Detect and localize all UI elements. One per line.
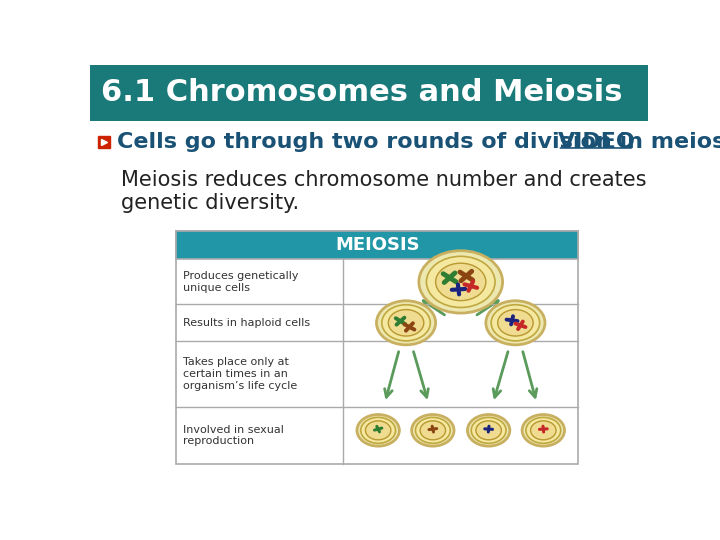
FancyBboxPatch shape (176, 231, 578, 259)
Circle shape (382, 305, 431, 341)
Text: 6.1 Chromosomes and Meiosis: 6.1 Chromosomes and Meiosis (101, 78, 623, 107)
FancyBboxPatch shape (90, 65, 648, 121)
Circle shape (472, 417, 506, 443)
Text: Involved in sexual
reproduction: Involved in sexual reproduction (183, 424, 284, 446)
Circle shape (436, 263, 486, 301)
Circle shape (531, 421, 556, 440)
Text: Results in haploid cells: Results in haploid cells (183, 318, 310, 328)
Text: VIDEO: VIDEO (557, 132, 636, 152)
Text: Produces genetically
unique cells: Produces genetically unique cells (183, 271, 299, 293)
Text: Cells go through two rounds of division in meiosis.: Cells go through two rounds of division … (117, 132, 720, 152)
Text: Meiosis reduces chromosome number and creates
genetic diversity.: Meiosis reduces chromosome number and cr… (121, 170, 646, 213)
Text: MEIOSIS: MEIOSIS (335, 237, 420, 254)
Circle shape (526, 417, 561, 443)
Circle shape (467, 415, 510, 446)
Text: Takes place only at
certain times in an
organism’s life cycle: Takes place only at certain times in an … (183, 357, 297, 390)
Circle shape (361, 417, 395, 443)
Circle shape (366, 421, 391, 440)
FancyBboxPatch shape (176, 231, 578, 464)
Circle shape (357, 415, 400, 446)
Circle shape (419, 251, 503, 313)
Circle shape (388, 309, 424, 336)
Circle shape (498, 309, 534, 336)
Circle shape (415, 417, 450, 443)
Circle shape (476, 421, 501, 440)
Circle shape (420, 421, 446, 440)
Circle shape (412, 415, 454, 446)
Circle shape (491, 305, 540, 341)
Circle shape (377, 301, 436, 345)
Circle shape (522, 415, 564, 446)
Circle shape (486, 301, 545, 345)
Circle shape (426, 256, 495, 307)
